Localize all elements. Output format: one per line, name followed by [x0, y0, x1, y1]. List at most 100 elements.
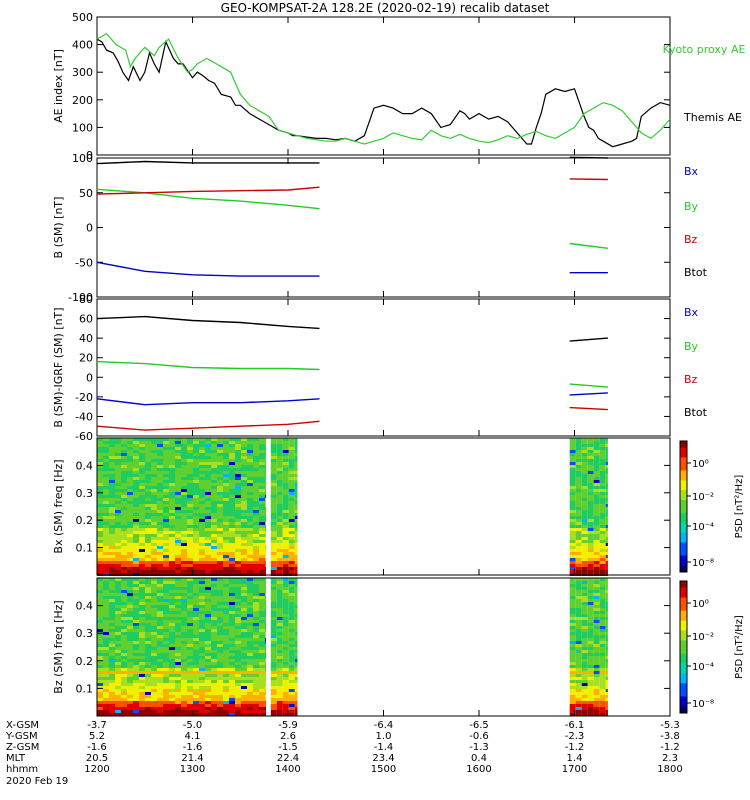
psd-cell: [294, 513, 298, 516]
psd-cell: [253, 543, 259, 546]
psd-cell: [211, 620, 217, 623]
psd-cell: [587, 626, 594, 629]
psd-cell: [139, 468, 145, 471]
psd-cell: [157, 593, 163, 596]
psd-cell: [605, 704, 608, 707]
psd-cell: [199, 561, 205, 564]
psd-cell: [145, 626, 151, 629]
psd-cell: [175, 507, 181, 510]
psd-cell: [223, 459, 229, 462]
psd-cell: [575, 596, 582, 599]
psd-cell: [187, 653, 193, 656]
psd-cell: [145, 561, 151, 564]
psd-cell: [282, 683, 289, 686]
psd-cell: [193, 704, 199, 707]
psd-cell: [133, 629, 139, 632]
y-tick-label: 0: [86, 222, 93, 235]
psd-cell: [121, 590, 127, 593]
psd-cell: [599, 525, 606, 528]
psd-cell: [599, 611, 606, 614]
psd-cell: [211, 498, 217, 501]
psd-cell: [223, 519, 229, 522]
psd-cell: [181, 453, 187, 456]
psd-cell: [115, 453, 121, 456]
psd-cell: [169, 528, 175, 531]
psd-cell: [193, 525, 199, 528]
psd-cell: [294, 564, 298, 567]
psd-cell: [193, 602, 199, 605]
psd-cell: [575, 438, 582, 441]
psd-cell: [103, 444, 109, 447]
psd-cell: [587, 495, 594, 498]
psd-cell: [575, 701, 582, 704]
psd-cell: [163, 549, 169, 552]
psd-cell: [121, 474, 127, 477]
psd-cell: [229, 489, 235, 492]
psd-cell: [157, 647, 163, 650]
psd-cell: [593, 683, 600, 686]
psd-cell: [587, 531, 594, 534]
psd-cell: [163, 495, 169, 498]
psd-cell: [247, 596, 253, 599]
psd-cell: [211, 590, 217, 593]
psd-cell: [217, 438, 223, 441]
psd-cell: [175, 510, 181, 513]
psd-cell: [270, 677, 277, 680]
psd-cell: [229, 462, 235, 465]
psd-cell: [151, 653, 157, 656]
psd-cell: [145, 704, 151, 707]
psd-cell: [151, 578, 157, 581]
psd-cell: [109, 587, 115, 590]
psd-cell: [121, 507, 127, 510]
psd-cell: [127, 537, 133, 540]
psd-cell: [187, 564, 193, 567]
psd-cell: [270, 608, 277, 611]
psd-cell: [253, 614, 259, 617]
psd-cell: [247, 599, 253, 602]
psd-cell: [581, 456, 588, 459]
psd-cell: [605, 489, 608, 492]
psd-cell: [205, 492, 211, 495]
colorbar-cell: [680, 490, 687, 494]
psd-cell: [103, 453, 109, 456]
psd-cell: [241, 534, 247, 537]
psd-cell: [288, 602, 295, 605]
psd-cell: [282, 608, 289, 611]
colorbar-cell: [680, 709, 687, 714]
psd-cell: [157, 564, 163, 567]
psd-cell: [109, 698, 115, 701]
psd-cell: [253, 608, 259, 611]
psd-cell: [581, 683, 588, 686]
psd-cell: [241, 468, 247, 471]
psd-cell: [133, 689, 139, 692]
psd-cell: [276, 498, 283, 501]
psd-cell: [235, 593, 241, 596]
psd-cell: [157, 537, 163, 540]
psd-cell: [157, 692, 163, 695]
psd-cell: [270, 543, 277, 546]
psd-cell: [103, 555, 109, 558]
psd-cell: [259, 534, 265, 537]
psd-cell: [133, 453, 139, 456]
psd-cell: [288, 534, 295, 537]
psd-cell: [235, 519, 241, 522]
psd-cell: [265, 626, 266, 629]
y-axis-label: Bz (SM) freq [Hz]: [52, 600, 65, 693]
psd-cell: [235, 626, 241, 629]
psd-cell: [229, 564, 235, 567]
colorbar-label: PSD [nT²/Hz]: [734, 475, 745, 539]
psd-cell: [97, 656, 103, 659]
psd-cell: [593, 570, 600, 573]
psd-cell: [193, 489, 199, 492]
psd-cell: [97, 450, 103, 453]
psd-cell: [169, 620, 175, 623]
psd-cell: [163, 516, 169, 519]
psd-cell: [253, 504, 259, 507]
psd-cell: [157, 459, 163, 462]
psd-cell: [265, 552, 266, 555]
psd-cell: [265, 507, 266, 510]
psd-cell: [605, 480, 608, 483]
psd-cell: [193, 596, 199, 599]
psd-cell: [581, 602, 588, 605]
psd-cell: [569, 653, 576, 656]
